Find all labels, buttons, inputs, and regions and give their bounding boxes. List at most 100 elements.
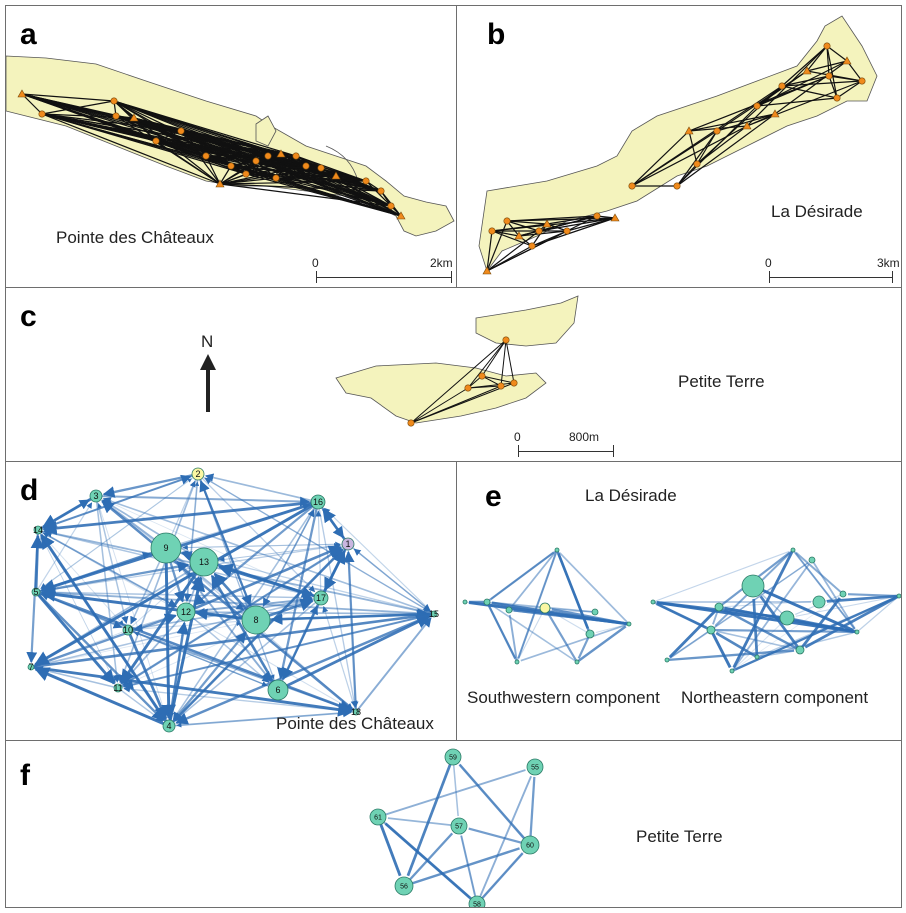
network-node [33, 525, 43, 535]
scale-bar-c [518, 451, 614, 452]
site-link [696, 130, 718, 165]
network-edge [120, 561, 206, 685]
site-point [778, 82, 786, 90]
network-edge [35, 560, 190, 594]
site-point [684, 126, 694, 135]
scale-start-a: 0 [312, 256, 319, 270]
network-edge [262, 501, 319, 607]
site-link [538, 215, 598, 232]
network-edge [217, 563, 322, 600]
network-edge [185, 481, 200, 613]
site-point [510, 379, 518, 387]
network-edge [516, 553, 557, 663]
site-point [673, 182, 681, 190]
panel-label-c: c [20, 300, 37, 333]
network-edge [576, 625, 627, 663]
network-node [27, 663, 35, 671]
network-node [854, 629, 860, 635]
site-point [503, 217, 511, 225]
site-point [628, 182, 636, 190]
site-link [688, 130, 698, 165]
network-edge [219, 543, 349, 562]
site-link [546, 215, 598, 225]
network-edge [656, 602, 712, 632]
site-point [514, 231, 524, 240]
network-node-label: 6 [275, 685, 280, 695]
network-node [150, 532, 182, 564]
network-edge [176, 711, 357, 728]
network-edge [557, 553, 592, 635]
site-link [756, 97, 838, 107]
network-edge [826, 594, 900, 603]
network-edge [40, 534, 119, 689]
site-link [828, 75, 863, 82]
site-point [497, 382, 505, 390]
network-node-label: 14 [33, 525, 43, 535]
site-link [155, 140, 221, 185]
network-edge [468, 827, 531, 847]
network-edge [168, 631, 247, 727]
place-name-a: Pointe des Châteaux [56, 228, 214, 247]
site-link [836, 80, 863, 99]
site-link [546, 223, 568, 232]
network-edge [134, 619, 257, 632]
panel-label-d: d [20, 474, 39, 507]
network-edge [752, 598, 759, 658]
site-link [467, 382, 515, 389]
network-node [539, 602, 551, 614]
network-edge [183, 473, 199, 602]
network-node [779, 610, 795, 626]
network-node [430, 610, 438, 618]
site-link [180, 130, 221, 185]
site-link [486, 230, 540, 272]
network-node-label: 60 [526, 842, 534, 849]
site-link [491, 230, 520, 237]
network-edge [710, 562, 809, 631]
site-link [245, 155, 297, 175]
network-node-label: 7 [28, 662, 33, 672]
scale-start-b: 0 [765, 256, 772, 270]
site-point [842, 56, 852, 65]
panel-label-e: e [485, 480, 502, 513]
network-edge [197, 473, 431, 612]
network-edge [668, 605, 721, 659]
site-point [317, 164, 325, 172]
place-name-e: La Désirade [585, 486, 677, 505]
site-link [205, 155, 221, 185]
scale-end-b: 3km [877, 256, 900, 270]
network-edge [30, 665, 353, 717]
scale-bar-a [316, 277, 452, 278]
site-point [242, 170, 250, 178]
site-point [331, 171, 341, 180]
map-petite-terre [335, 295, 579, 427]
network-node [706, 625, 716, 635]
network-edge [35, 591, 313, 602]
network-edge [101, 500, 357, 713]
site-link [180, 130, 297, 157]
site-link [696, 85, 783, 165]
place-name-c: Petite Terre [678, 372, 765, 391]
network-edge [856, 598, 897, 633]
site-link [230, 165, 402, 217]
site-link [275, 177, 382, 192]
site-link [500, 339, 507, 387]
network-edge [666, 649, 795, 662]
site-point [152, 137, 160, 145]
site-link [846, 60, 863, 82]
network-node [808, 556, 816, 564]
scale-end-a: 2km [430, 256, 453, 270]
site-link [205, 155, 232, 167]
site-link [505, 339, 515, 384]
network-edge [735, 595, 900, 671]
network-node [514, 659, 520, 665]
network-node-label: 55 [531, 764, 539, 771]
site-link [305, 165, 392, 207]
network-node-label: 59 [449, 754, 457, 761]
network-node [585, 629, 595, 639]
place-name-b: La Désirade [771, 202, 863, 221]
site-point [110, 97, 118, 105]
network-node-label: 9 [163, 543, 168, 553]
site-link [506, 220, 540, 232]
network-edge [168, 708, 352, 727]
panel-d: 1 2 3 4 5 6 7 8 9 10 11 12 13 14 15 16 17 18 d Pointe des… [5, 461, 457, 741]
